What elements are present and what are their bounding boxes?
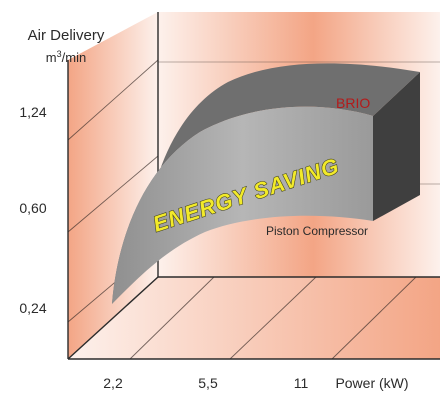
y-tick-label-1: 1,24	[19, 104, 46, 120]
y-axis-title: Air Delivery	[28, 27, 105, 44]
series-label-brio: BRIO	[336, 95, 370, 111]
depth-edge-line	[67, 276, 159, 360]
band-front-face	[112, 106, 373, 305]
diag-line-4	[229, 276, 317, 360]
series-label-piston: Piston Compressor	[266, 224, 368, 238]
x-tick-label-1: 2,2	[103, 375, 123, 391]
y-tick-label-3: 0,24	[19, 300, 46, 316]
x-tick-label-3: 11	[294, 375, 309, 391]
x-axis-title: Power (kW)	[335, 375, 408, 391]
y-axis-unit: m3/min	[46, 49, 86, 65]
floor-plane	[68, 277, 440, 359]
diag-line-2	[67, 155, 159, 233]
y-tick-label-2: 0,60	[19, 200, 46, 216]
axes	[67, 12, 440, 360]
energy-band	[112, 63, 420, 305]
x-tick-label-2: 5,5	[198, 375, 218, 391]
unit-base: m	[46, 50, 57, 65]
diag-line-1	[67, 59, 159, 141]
diag-line-5	[331, 276, 417, 360]
unit-superscript: 3	[57, 49, 62, 59]
diag-line-6	[129, 276, 215, 360]
band-side-face	[373, 72, 420, 221]
band-top-surface	[112, 63, 420, 305]
unit-rest: /min	[62, 50, 87, 65]
